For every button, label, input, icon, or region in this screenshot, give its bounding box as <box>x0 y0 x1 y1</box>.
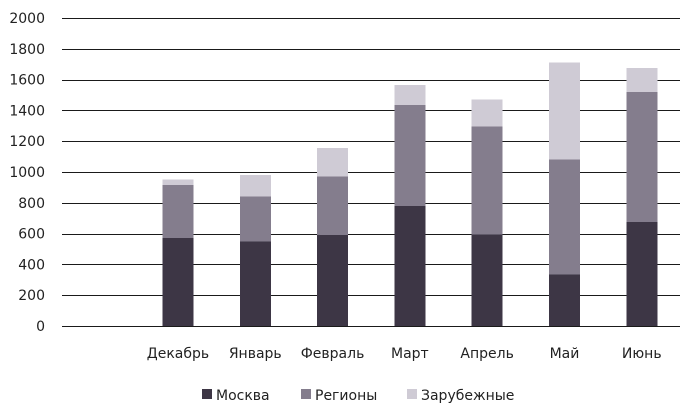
x-tick-label: Май <box>550 346 580 362</box>
y-tick-label: 400 <box>18 257 45 273</box>
legend-item: Регионы <box>301 388 377 404</box>
legend-label: Зарубежные <box>421 388 514 404</box>
bar-segment <box>626 222 658 326</box>
x-tick-label: Февраль <box>301 346 365 362</box>
y-tick-label: 2000 <box>9 11 45 27</box>
y-tick-label: 0 <box>36 319 45 335</box>
legend-swatch <box>407 389 417 399</box>
bar-segment <box>549 159 580 275</box>
y-tick-label: 1000 <box>9 165 45 181</box>
bar-segment <box>317 148 349 177</box>
legend-swatch <box>202 389 212 399</box>
bar-segment <box>239 175 271 197</box>
bar-segment <box>239 241 271 326</box>
bar-segment <box>471 99 503 127</box>
bar-segment <box>626 91 658 223</box>
y-tick-label: 1200 <box>9 134 45 150</box>
bar-segment <box>162 179 194 186</box>
x-tick-label: Июнь <box>622 346 662 362</box>
y-tick-label: 1400 <box>9 103 45 119</box>
bar-segment <box>394 85 426 105</box>
legend: Москва Регионы Зарубежные <box>202 388 514 404</box>
legend-item: Москва <box>202 388 270 404</box>
bar-segment <box>239 196 271 242</box>
bar-segment <box>471 126 503 235</box>
legend-swatch <box>301 389 311 399</box>
bar-segment <box>162 185 194 239</box>
bar-segment <box>317 235 349 326</box>
x-tick-label: Март <box>391 346 429 362</box>
bar-segment <box>626 68 658 92</box>
x-tick-label: Апрель <box>460 346 513 362</box>
bars <box>162 62 658 326</box>
bar-segment <box>394 205 426 326</box>
x-tick-label: Январь <box>229 346 282 362</box>
y-axis-tick-labels: 0 200 400 600 800 1000 1200 1400 1600 1800 2000 <box>9 11 45 335</box>
bar-segment <box>549 62 580 160</box>
y-tick-label: 1600 <box>9 73 45 89</box>
y-tick-label: 800 <box>18 196 45 212</box>
legend-item: Зарубежные <box>407 388 514 404</box>
legend-label: Регионы <box>315 388 377 404</box>
bar-segment <box>317 176 349 236</box>
bar-segment <box>394 105 426 206</box>
y-tick-label: 1800 <box>9 42 45 58</box>
bar-segment <box>549 274 580 326</box>
y-tick-label: 200 <box>18 288 45 304</box>
x-tick-label: Декабрь <box>147 346 209 362</box>
gridlines <box>62 18 680 327</box>
x-axis-tick-labels: Декабрь Январь Февраль Март Апрель Май Июнь <box>147 346 662 362</box>
bar-segment <box>162 238 194 326</box>
legend-label: Москва <box>216 388 270 404</box>
y-tick-label: 600 <box>18 227 45 243</box>
bar-segment <box>471 234 503 326</box>
